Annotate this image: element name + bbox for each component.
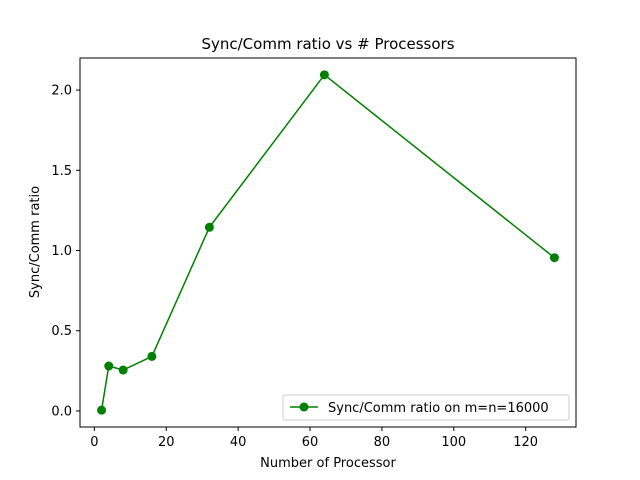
data-point [104,361,114,371]
x-tick-label: 20 [158,435,175,450]
legend: Sync/Comm ratio on m=n=16000 [282,394,570,421]
x-tick-label: 120 [513,435,538,450]
legend-marker-swatch [299,402,309,412]
x-axis-label: Number of Processor [260,456,396,471]
legend-label: Sync/Comm ratio on m=n=16000 [328,401,549,416]
y-tick-label: 0.0 [51,404,72,419]
y-tick-label: 0.5 [51,324,72,339]
x-tick-label: 0 [90,435,98,450]
chart-title: Sync/Comm ratio vs # Processors [201,35,454,53]
axes-frame [79,57,577,428]
y-axis-label: Sync/Comm ratio [28,186,43,298]
legend-box [282,394,570,421]
y-tick-label: 1.5 [51,164,72,179]
x-tick-label: 40 [230,435,247,450]
data-point [204,222,214,232]
data-point [147,351,157,361]
data-point [97,405,107,415]
y-tick-label: 1.0 [51,244,72,259]
data-point [549,253,559,263]
x-tick-label: 60 [302,435,319,450]
data-point [319,70,329,80]
x-axis: 0 20 40 60 80 100 120 [90,427,538,450]
y-axis: 0.0 0.5 1.0 1.5 2.0 [51,84,80,419]
x-tick-label: 80 [374,435,391,450]
x-tick-label: 100 [441,435,466,450]
y-tick-label: 2.0 [51,84,72,99]
plot-area [97,70,559,415]
data-point [118,365,128,375]
